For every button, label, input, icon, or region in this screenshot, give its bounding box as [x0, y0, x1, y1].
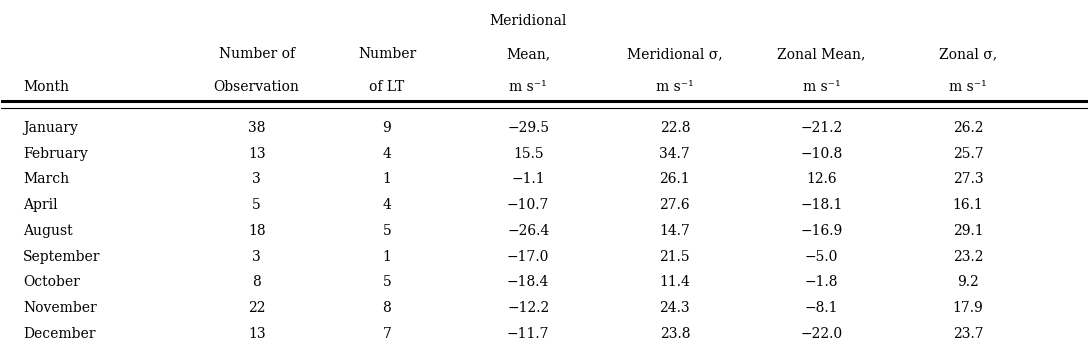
Text: September: September [23, 250, 100, 264]
Text: December: December [23, 327, 96, 341]
Text: Meridional σ,: Meridional σ, [627, 48, 723, 61]
Text: Number: Number [358, 48, 416, 61]
Text: 17.9: 17.9 [953, 301, 983, 315]
Text: Number of: Number of [219, 48, 295, 61]
Text: −18.4: −18.4 [507, 276, 549, 289]
Text: −22.0: −22.0 [800, 327, 843, 341]
Text: 9: 9 [382, 121, 391, 135]
Text: Month: Month [23, 79, 69, 94]
Text: 8: 8 [382, 301, 391, 315]
Text: 1: 1 [382, 250, 391, 264]
Text: Mean,: Mean, [506, 48, 550, 61]
Text: 26.1: 26.1 [660, 172, 690, 187]
Text: 11.4: 11.4 [660, 276, 690, 289]
Text: −26.4: −26.4 [507, 224, 549, 238]
Text: Zonal σ,: Zonal σ, [939, 48, 998, 61]
Text: 34.7: 34.7 [660, 147, 690, 161]
Text: 4: 4 [382, 198, 391, 212]
Text: 9.2: 9.2 [957, 276, 979, 289]
Text: Zonal Mean,: Zonal Mean, [778, 48, 866, 61]
Text: 29.1: 29.1 [953, 224, 983, 238]
Text: 5: 5 [253, 198, 261, 212]
Text: 8: 8 [253, 276, 261, 289]
Text: −29.5: −29.5 [507, 121, 549, 135]
Text: January: January [23, 121, 78, 135]
Text: Observation: Observation [213, 79, 299, 94]
Text: 14.7: 14.7 [660, 224, 690, 238]
Text: 13: 13 [248, 147, 266, 161]
Text: 5: 5 [382, 276, 391, 289]
Text: 26.2: 26.2 [953, 121, 983, 135]
Text: April: April [23, 198, 58, 212]
Text: −5.0: −5.0 [805, 250, 839, 264]
Text: 21.5: 21.5 [660, 250, 690, 264]
Text: November: November [23, 301, 97, 315]
Text: 22.8: 22.8 [660, 121, 690, 135]
Text: −1.8: −1.8 [805, 276, 839, 289]
Text: −18.1: −18.1 [800, 198, 843, 212]
Text: 3: 3 [253, 250, 261, 264]
Text: 5: 5 [382, 224, 391, 238]
Text: 1: 1 [382, 172, 391, 187]
Text: −21.2: −21.2 [800, 121, 843, 135]
Text: 12.6: 12.6 [806, 172, 836, 187]
Text: of LT: of LT [369, 79, 405, 94]
Text: m s⁻¹: m s⁻¹ [510, 79, 547, 94]
Text: −8.1: −8.1 [805, 301, 839, 315]
Text: 18: 18 [248, 224, 266, 238]
Text: 23.8: 23.8 [660, 327, 690, 341]
Text: 27.3: 27.3 [953, 172, 983, 187]
Text: 38: 38 [248, 121, 266, 135]
Text: m s⁻¹: m s⁻¹ [656, 79, 694, 94]
Text: −16.9: −16.9 [800, 224, 843, 238]
Text: 27.6: 27.6 [660, 198, 690, 212]
Text: 24.3: 24.3 [660, 301, 690, 315]
Text: Meridional: Meridional [490, 14, 567, 28]
Text: −10.7: −10.7 [507, 198, 549, 212]
Text: 15.5: 15.5 [513, 147, 543, 161]
Text: −11.7: −11.7 [507, 327, 550, 341]
Text: 25.7: 25.7 [953, 147, 983, 161]
Text: −12.2: −12.2 [507, 301, 549, 315]
Text: October: October [23, 276, 79, 289]
Text: March: March [23, 172, 70, 187]
Text: m s⁻¹: m s⁻¹ [803, 79, 841, 94]
Text: August: August [23, 224, 73, 238]
Text: 7: 7 [382, 327, 391, 341]
Text: −17.0: −17.0 [507, 250, 549, 264]
Text: m s⁻¹: m s⁻¹ [950, 79, 987, 94]
Text: −1.1: −1.1 [512, 172, 544, 187]
Text: February: February [23, 147, 88, 161]
Text: 3: 3 [253, 172, 261, 187]
Text: 4: 4 [382, 147, 391, 161]
Text: 13: 13 [248, 327, 266, 341]
Text: 16.1: 16.1 [953, 198, 983, 212]
Text: −10.8: −10.8 [800, 147, 843, 161]
Text: 22: 22 [248, 301, 266, 315]
Text: 23.7: 23.7 [953, 327, 983, 341]
Text: 23.2: 23.2 [953, 250, 983, 264]
